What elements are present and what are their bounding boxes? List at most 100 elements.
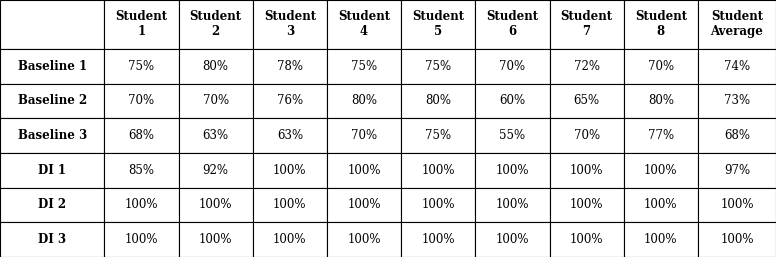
Bar (253, 84, 327, 118)
Text: 70%: 70% (128, 94, 154, 107)
Text: 75%: 75% (425, 129, 452, 142)
Bar (104, 0, 178, 49)
Text: 70%: 70% (203, 94, 229, 107)
Text: Student
6: Student 6 (487, 11, 539, 38)
Text: Student
5: Student 5 (412, 11, 464, 38)
Text: 100%: 100% (125, 198, 158, 212)
Bar (178, 84, 253, 118)
Text: 70%: 70% (351, 129, 377, 142)
Bar (178, 222, 253, 257)
Text: DI 2: DI 2 (38, 198, 66, 212)
Text: Student
2: Student 2 (189, 11, 241, 38)
Bar (104, 153, 178, 188)
Bar (624, 0, 698, 49)
Bar (327, 222, 401, 257)
Bar (253, 153, 327, 188)
Bar (549, 118, 624, 153)
Bar (327, 188, 401, 222)
Text: 74%: 74% (724, 60, 750, 73)
Text: 73%: 73% (724, 94, 750, 107)
Bar (476, 118, 549, 153)
Bar (549, 49, 624, 84)
Bar (104, 84, 178, 118)
Text: 100%: 100% (570, 198, 604, 212)
Text: Student
8: Student 8 (635, 11, 687, 38)
Text: 92%: 92% (203, 164, 229, 177)
Text: 60%: 60% (500, 94, 525, 107)
Bar (104, 222, 178, 257)
Text: 100%: 100% (273, 233, 307, 246)
Text: 100%: 100% (570, 233, 604, 246)
Bar (178, 118, 253, 153)
Text: 100%: 100% (720, 233, 753, 246)
Text: 97%: 97% (724, 164, 750, 177)
Bar (624, 188, 698, 222)
Bar (178, 0, 253, 49)
Text: 72%: 72% (573, 60, 600, 73)
Text: 80%: 80% (648, 94, 674, 107)
Bar (476, 153, 549, 188)
Text: 80%: 80% (203, 60, 229, 73)
Text: 100%: 100% (570, 164, 604, 177)
Bar (549, 84, 624, 118)
Text: 100%: 100% (348, 164, 381, 177)
Text: Student
4: Student 4 (338, 11, 390, 38)
Bar (401, 222, 476, 257)
Bar (549, 188, 624, 222)
Bar (401, 153, 476, 188)
Text: 80%: 80% (425, 94, 451, 107)
Bar (698, 153, 776, 188)
Bar (476, 222, 549, 257)
Bar (104, 49, 178, 84)
Bar (698, 222, 776, 257)
Bar (178, 153, 253, 188)
Bar (0, 0, 104, 49)
Text: 100%: 100% (496, 164, 529, 177)
Bar (0, 118, 104, 153)
Bar (0, 222, 104, 257)
Text: 100%: 100% (421, 233, 455, 246)
Bar (698, 0, 776, 49)
Bar (327, 49, 401, 84)
Text: 80%: 80% (351, 94, 377, 107)
Text: 75%: 75% (425, 60, 452, 73)
Bar (327, 153, 401, 188)
Text: DI 1: DI 1 (38, 164, 66, 177)
Bar (327, 84, 401, 118)
Text: Baseline 3: Baseline 3 (18, 129, 87, 142)
Text: 100%: 100% (644, 198, 677, 212)
Text: 100%: 100% (421, 164, 455, 177)
Bar (401, 118, 476, 153)
Text: 100%: 100% (496, 198, 529, 212)
Bar (0, 49, 104, 84)
Bar (0, 153, 104, 188)
Bar (624, 153, 698, 188)
Bar (104, 188, 178, 222)
Text: 75%: 75% (351, 60, 377, 73)
Bar (253, 222, 327, 257)
Bar (698, 84, 776, 118)
Text: 100%: 100% (644, 233, 677, 246)
Bar (698, 49, 776, 84)
Text: 70%: 70% (573, 129, 600, 142)
Bar (549, 153, 624, 188)
Text: 100%: 100% (125, 233, 158, 246)
Bar (401, 49, 476, 84)
Bar (549, 0, 624, 49)
Text: 75%: 75% (128, 60, 154, 73)
Bar (401, 0, 476, 49)
Text: Student
3: Student 3 (264, 11, 316, 38)
Text: 70%: 70% (500, 60, 525, 73)
Text: 78%: 78% (277, 60, 303, 73)
Text: 70%: 70% (648, 60, 674, 73)
Bar (549, 222, 624, 257)
Text: 100%: 100% (644, 164, 677, 177)
Text: 100%: 100% (421, 198, 455, 212)
Bar (624, 222, 698, 257)
Text: 68%: 68% (129, 129, 154, 142)
Text: 55%: 55% (500, 129, 525, 142)
Bar (401, 188, 476, 222)
Bar (476, 84, 549, 118)
Bar (476, 49, 549, 84)
Bar (624, 49, 698, 84)
